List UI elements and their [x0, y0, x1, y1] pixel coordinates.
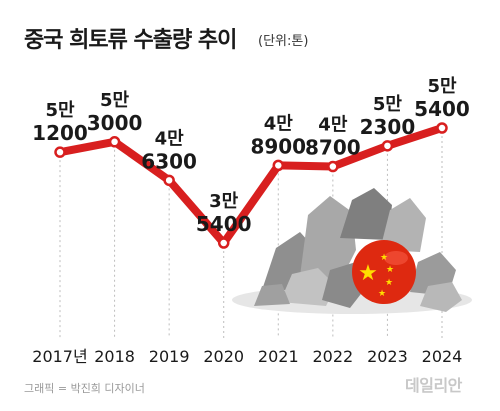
- x-axis-ticks: 2017년 2018 2019 2020 2021 2022 2023 2024: [32, 347, 462, 366]
- flag-ball-highlight: [384, 251, 408, 265]
- value-label-top: 4만: [264, 113, 294, 134]
- rock-4: [380, 198, 426, 252]
- graphic-credit: 그래픽 = 박진희 디자이너: [24, 382, 145, 395]
- data-point: [436, 122, 448, 134]
- flag-star-small-2: ★: [386, 265, 394, 275]
- x-tick-label: 2017년: [32, 347, 87, 366]
- rock-6: [280, 268, 336, 306]
- value-label-top: 3만: [209, 191, 239, 212]
- chart-title: 중국 희토류 수출량 추이: [24, 28, 237, 53]
- flag-star-large: ★: [358, 261, 378, 286]
- value-label-top: 4만: [318, 115, 348, 136]
- value-label-bottom: 6300: [141, 149, 197, 173]
- value-label-top: 5만: [427, 76, 457, 97]
- data-point: [108, 136, 121, 148]
- flag-star-small-1: ★: [380, 253, 388, 263]
- value-label-bottom: 5400: [414, 97, 470, 121]
- rock-9: [254, 284, 290, 306]
- value-label-bottom: 2300: [360, 115, 416, 139]
- rock-pile-illustration: [232, 188, 472, 314]
- value-label-bottom: 8900: [250, 134, 306, 158]
- flag-star-small-3: ★: [385, 278, 393, 288]
- value-label-bottom: 3000: [87, 111, 143, 135]
- data-point: [327, 160, 339, 173]
- rock-8: [420, 282, 462, 312]
- value-labels: 5만12005만30004만63003만54004만89004만87005만23…: [32, 76, 470, 236]
- data-point: [163, 174, 175, 187]
- flag-star-small-4: ★: [378, 289, 386, 299]
- x-tick-label: 2020: [203, 347, 244, 366]
- value-label-top: 5만: [45, 100, 75, 121]
- rock-3: [340, 188, 392, 240]
- china-flag-ball-icon: ★ ★ ★ ★ ★: [352, 240, 416, 304]
- series-line: [56, 124, 446, 247]
- value-label-top: 5만: [373, 94, 403, 115]
- x-tick-label: 2018: [94, 347, 135, 366]
- x-tick-label: 2021: [258, 347, 299, 366]
- flag-ball-body: [352, 240, 416, 304]
- x-tick-label: 2024: [422, 347, 463, 366]
- value-label-top: 4만: [155, 128, 185, 149]
- value-label-bottom: 8700: [305, 136, 361, 160]
- value-label-top: 5만: [100, 90, 130, 111]
- data-point: [381, 140, 394, 152]
- x-tick-label: 2023: [367, 347, 408, 366]
- data-point: [54, 146, 66, 158]
- rock-2: [300, 196, 356, 282]
- data-point: [272, 159, 285, 172]
- value-label-bottom: 1200: [32, 121, 88, 145]
- x-tick-label: 2019: [149, 347, 190, 366]
- x-tick-label: 2022: [312, 347, 353, 366]
- unit-label: (단위:톤): [258, 34, 309, 49]
- data-point: [217, 237, 230, 249]
- value-label-bottom: 5400: [196, 212, 252, 236]
- data-markers: [54, 122, 448, 249]
- brand-logo: 데일리안: [405, 376, 462, 395]
